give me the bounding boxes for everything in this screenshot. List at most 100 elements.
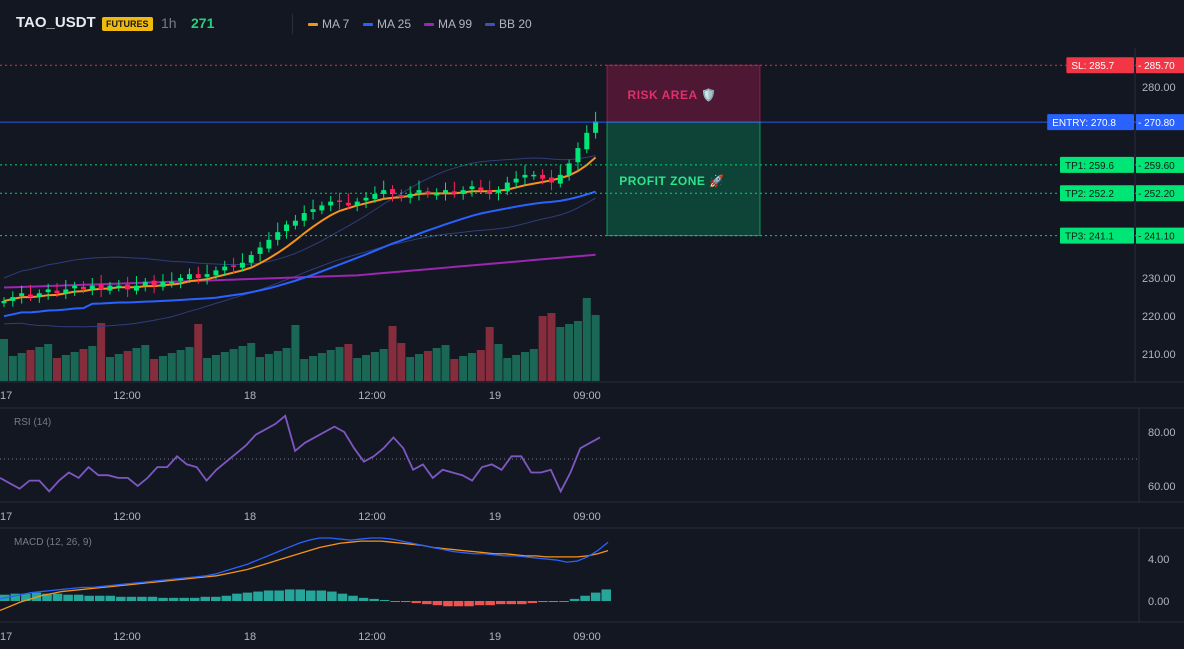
candle-body bbox=[116, 285, 122, 288]
futures-badge: FUTURES bbox=[102, 17, 153, 31]
macd-histogram-bar bbox=[158, 597, 168, 601]
macd-histogram-bar bbox=[42, 593, 52, 601]
macd-histogram-bar bbox=[242, 592, 253, 601]
candle-body bbox=[495, 190, 501, 193]
volume-bar bbox=[309, 356, 318, 381]
volume-bar bbox=[52, 358, 61, 381]
candle-body bbox=[301, 213, 307, 221]
candle-body bbox=[142, 281, 148, 286]
level-label-tp2: TP2: 252.2 bbox=[1065, 189, 1114, 200]
volume-bar bbox=[256, 357, 265, 381]
macd-x-label-0900: 09:00 bbox=[573, 631, 601, 643]
profit-zone bbox=[606, 121, 761, 237]
macd-histogram-bar bbox=[464, 601, 474, 607]
price-tick-210: 210.00 bbox=[1142, 349, 1176, 361]
candle-body bbox=[10, 297, 16, 301]
macd-histogram-bar bbox=[21, 593, 31, 601]
legend-ma25[interactable]: MA 25 bbox=[363, 16, 411, 32]
volume-bar bbox=[485, 327, 494, 381]
volume-bar bbox=[459, 356, 468, 381]
legend-ma7[interactable]: MA 7 bbox=[308, 16, 349, 32]
volume-bar bbox=[229, 349, 238, 381]
volume-bar bbox=[238, 346, 247, 381]
macd-histogram-bar bbox=[232, 593, 242, 601]
candle-body bbox=[19, 293, 25, 296]
candle-body bbox=[284, 224, 290, 232]
volume-bar bbox=[476, 350, 485, 381]
candle-body bbox=[390, 188, 396, 194]
bb-upper-line bbox=[3, 155, 596, 279]
macd-histogram-bar bbox=[295, 589, 305, 601]
candle-body bbox=[566, 163, 572, 175]
volume-bar bbox=[141, 345, 150, 381]
volume-bar bbox=[132, 348, 141, 381]
level-price-box-entry bbox=[1136, 114, 1184, 131]
bb-lower-line bbox=[3, 197, 596, 328]
candle-body bbox=[443, 190, 448, 193]
macd-histogram-bar bbox=[179, 597, 189, 601]
candle-body bbox=[328, 201, 334, 206]
price-tick-280: 280.00 bbox=[1142, 82, 1176, 94]
macd-histogram-bar bbox=[569, 598, 580, 601]
level-tag-entry bbox=[1047, 114, 1134, 131]
volume-bar bbox=[370, 352, 379, 381]
candle-body bbox=[98, 284, 104, 290]
candle-body bbox=[557, 174, 563, 184]
macd-histogram-bar bbox=[253, 591, 263, 601]
macd-histogram-bar bbox=[306, 590, 316, 601]
candle-body bbox=[398, 195, 404, 198]
legend-bb20[interactable]: BB 20 bbox=[485, 16, 532, 32]
macd-histogram-bar bbox=[348, 595, 358, 601]
volume-bar bbox=[529, 349, 538, 381]
level-price-box-tp3 bbox=[1136, 227, 1184, 244]
candle-body bbox=[186, 274, 192, 280]
macd-histogram-bar bbox=[274, 590, 284, 601]
macd-histogram-bar bbox=[590, 592, 601, 601]
volume-bar bbox=[362, 355, 371, 381]
candle-body bbox=[89, 285, 95, 290]
candle-body bbox=[169, 281, 175, 284]
candle-body bbox=[407, 193, 413, 198]
volume-bar bbox=[591, 315, 600, 381]
volume-bar bbox=[344, 344, 353, 381]
volume-bar bbox=[105, 357, 114, 381]
macd-tick-4: 4.00 bbox=[1148, 554, 1169, 566]
legend-ma99[interactable]: MA 99 bbox=[424, 16, 472, 32]
macd-histogram-bar bbox=[506, 601, 517, 605]
volume-bar bbox=[406, 357, 415, 381]
macd-histogram-bar bbox=[379, 599, 390, 601]
macd-histogram-bar bbox=[337, 593, 348, 601]
macd-histogram-bar bbox=[263, 590, 274, 601]
volume-bar bbox=[556, 327, 565, 381]
macd-histogram-bar bbox=[73, 594, 84, 601]
level-label-tp3: TP3: 241.1 bbox=[1065, 232, 1114, 243]
candle-body bbox=[266, 239, 272, 249]
level-price-entry: - 270.80 bbox=[1138, 118, 1175, 129]
level-price-tp2: - 252.20 bbox=[1138, 189, 1175, 200]
rsi-title: RSI (14) bbox=[14, 417, 51, 428]
timeframe-selector[interactable]: 1h bbox=[161, 15, 177, 31]
candle-body bbox=[72, 285, 78, 289]
legend-ma99-label: MA 99 bbox=[438, 17, 473, 31]
volume-bar bbox=[503, 358, 512, 381]
candle-body bbox=[460, 190, 466, 194]
symbol-name[interactable]: TAO_USDT bbox=[16, 14, 96, 31]
volume-bar bbox=[185, 347, 194, 381]
macd-histogram-bar bbox=[390, 601, 400, 602]
macd-histogram-bar bbox=[474, 601, 485, 606]
volume-bar bbox=[282, 348, 291, 381]
candle-body bbox=[45, 289, 51, 293]
volume-bar bbox=[326, 350, 335, 381]
candle-body bbox=[133, 285, 139, 291]
candle-body bbox=[239, 262, 245, 268]
volume-bar bbox=[194, 324, 203, 381]
volume-bar bbox=[467, 353, 476, 381]
volume-bar bbox=[291, 325, 300, 381]
candle-body bbox=[160, 281, 166, 287]
level-label-entry: ENTRY: 270.8 bbox=[1052, 118, 1116, 129]
macd-histogram-bar bbox=[284, 589, 295, 601]
macd-histogram-bar bbox=[327, 591, 337, 601]
level-price-box-tp2 bbox=[1136, 185, 1184, 202]
macd-histogram-bar bbox=[84, 595, 94, 601]
